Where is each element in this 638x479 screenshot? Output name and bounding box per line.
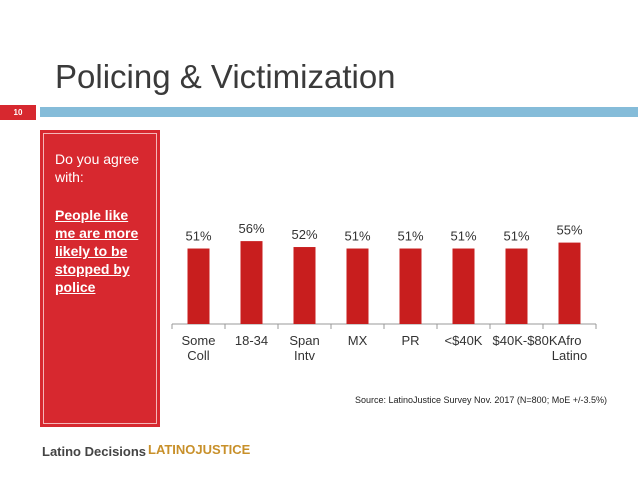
bar (452, 248, 475, 324)
x-tick-label: MX (347, 333, 368, 348)
x-tick-label: Afro Latino (551, 333, 588, 363)
x-tick-label: 18-34 (234, 333, 269, 348)
panel-border (43, 133, 157, 424)
value-label: 51% (185, 229, 211, 244)
statement: People like me are more likely to be sto… (55, 207, 139, 295)
slide-number: 10 (0, 105, 36, 120)
bar (558, 242, 581, 324)
side-panel: Do you agree with: People like me are mo… (40, 130, 160, 427)
x-tick-label: $40K-$80K (492, 333, 558, 348)
x-tick-label: PR (401, 333, 420, 348)
logo: LATINOJUSTICE (148, 442, 251, 457)
logo: Latino Decisions (42, 444, 147, 459)
value-label: 51% (450, 229, 476, 244)
x-tick-label: <$40K (444, 333, 483, 348)
value-label: 51% (503, 229, 529, 244)
source: Source: LatinoJustice Survey Nov. 2017 (… (355, 395, 607, 405)
value-label: 51% (344, 229, 370, 244)
x-tick-label: Span Intv (289, 333, 320, 363)
question: Do you agree with: (55, 151, 140, 185)
bar (293, 247, 316, 324)
title-rule (40, 107, 638, 117)
bar (187, 248, 210, 324)
bar (346, 248, 369, 324)
value-label: 52% (291, 227, 317, 242)
value-label: 55% (556, 223, 582, 238)
value-label: 56% (238, 221, 264, 236)
slide-title: Policing & Victimization (55, 58, 396, 95)
bar (505, 248, 528, 324)
bar (240, 241, 263, 324)
bar (399, 248, 422, 324)
value-label: 51% (397, 229, 423, 244)
x-tick-label: Some Coll (181, 333, 216, 363)
